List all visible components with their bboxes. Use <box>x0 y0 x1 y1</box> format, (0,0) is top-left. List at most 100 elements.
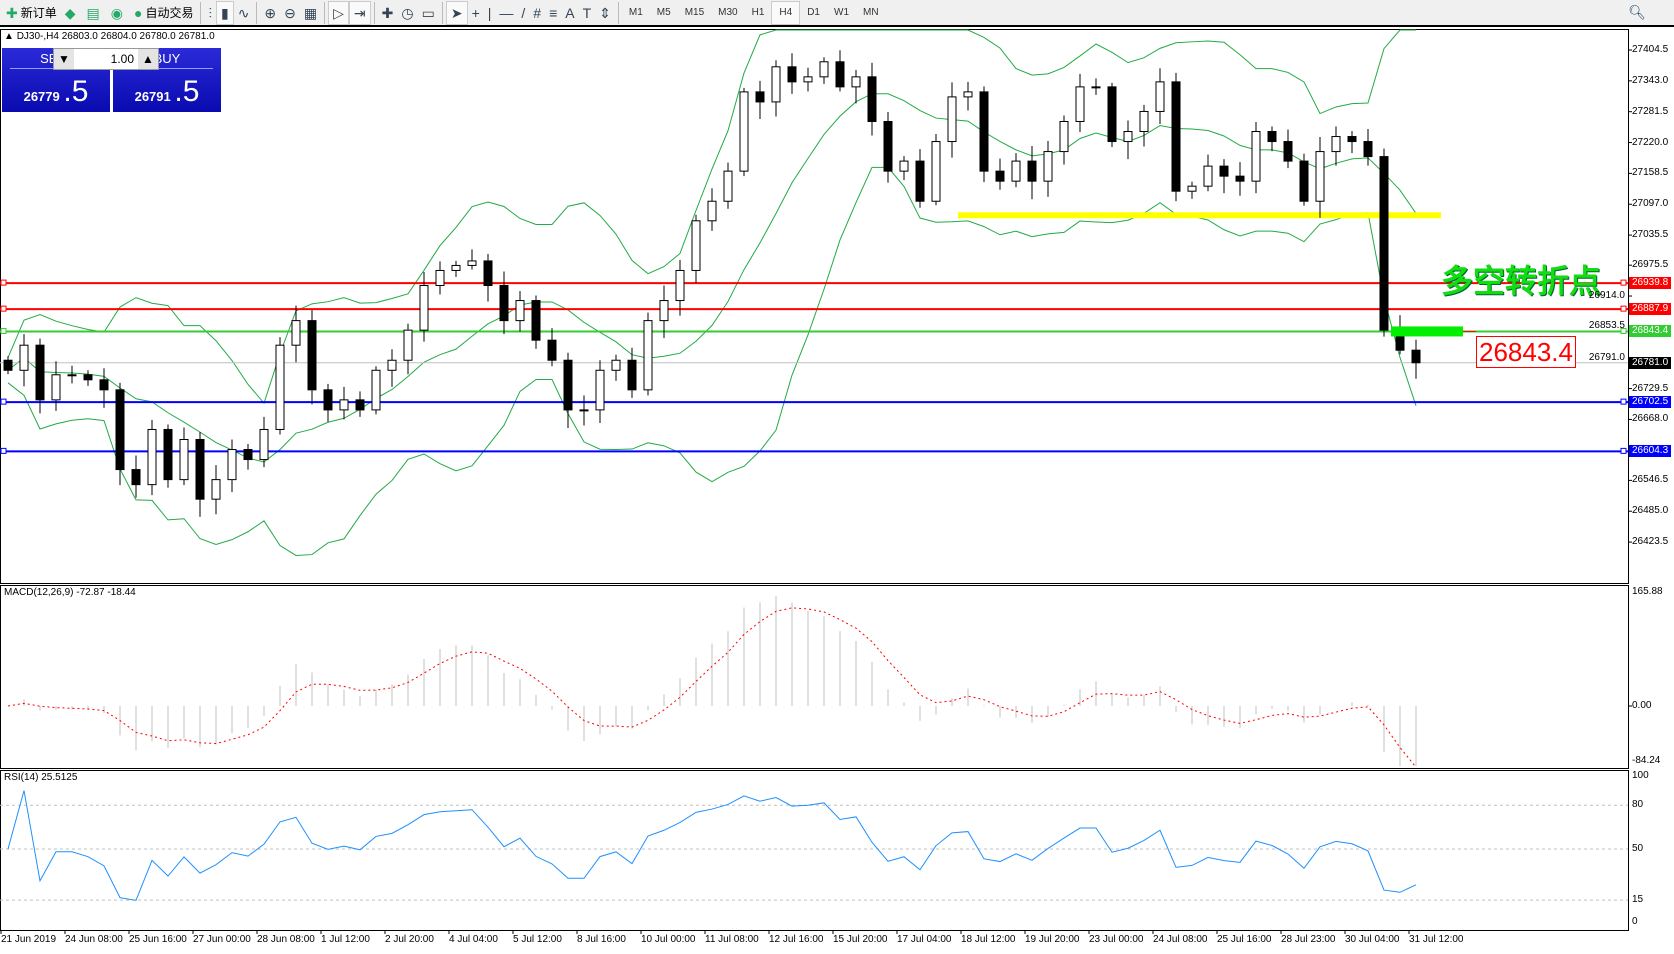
periods-button[interactable]: ◷ <box>397 1 417 25</box>
lot-decrease-button[interactable]: ▼ <box>54 49 74 69</box>
price-axis-label: 27158.5 <box>1632 167 1669 179</box>
trendline-icon: / <box>521 4 526 21</box>
line-chart-button[interactable]: ∿ <box>234 1 254 25</box>
candle-body <box>1235 175 1245 182</box>
trendline-button[interactable]: / <box>517 1 529 25</box>
timeframe-h1[interactable]: H1 <box>751 7 765 18</box>
candlestick-button[interactable]: ▮ <box>215 0 234 25</box>
candle-body <box>291 320 301 346</box>
candle-body <box>1203 165 1213 187</box>
candle-body <box>851 76 861 88</box>
chart-shift-button[interactable]: ⇥ <box>348 0 371 25</box>
candle-body <box>355 399 365 411</box>
timeframe-m1[interactable]: M1 <box>628 7 643 18</box>
crosshair-button[interactable]: + <box>468 1 484 25</box>
horizontal-line-button[interactable]: — <box>495 1 517 25</box>
candle-body <box>83 374 93 381</box>
zoom-out-button[interactable]: ⊖ <box>280 1 300 25</box>
annotation-text: 多空转折点 <box>1441 262 1602 300</box>
zoom-out-icon: ⊖ <box>284 4 296 21</box>
candle-body <box>1187 185 1197 192</box>
separator <box>617 1 619 24</box>
timeframe-m15[interactable]: M15 <box>684 7 705 18</box>
arrows-icon: ⇕ <box>599 4 611 21</box>
candle-body <box>1107 86 1117 143</box>
auto-trading-icon: ● <box>133 4 143 21</box>
time-axis-label: 24 Jun 08:00 <box>65 934 123 945</box>
separator <box>441 1 443 24</box>
toolbar-signals-button[interactable]: ◉ <box>107 1 130 25</box>
price-axis-label: 26668.0 <box>1632 413 1669 425</box>
price-axis-label: 26423.5 <box>1632 536 1669 548</box>
time-axis-label: 24 Jul 08:00 <box>1153 934 1208 945</box>
candle-body <box>1411 349 1421 364</box>
candle-body <box>435 269 445 287</box>
tile-windows-icon: ▦ <box>303 4 318 21</box>
macd-axis-label: -84.24 <box>1632 755 1661 766</box>
time-axis-label: 25 Jun 16:00 <box>129 934 187 945</box>
lot-size-stepper[interactable]: ▼ 1.00 ▲ <box>53 48 159 70</box>
macd-signal-line <box>7 607 1417 768</box>
candle-body <box>819 61 829 78</box>
candle-body <box>739 91 749 172</box>
text-button[interactable]: A <box>561 1 578 25</box>
zoom-in-button[interactable]: ⊕ <box>260 1 280 25</box>
equidistant-channel-icon: # <box>533 4 542 21</box>
candle-body <box>131 469 141 486</box>
candle-body <box>1331 136 1341 153</box>
candle-body <box>275 344 285 430</box>
lot-increase-button[interactable]: ▲ <box>138 49 158 69</box>
cursor-button[interactable]: ➤ <box>445 0 468 25</box>
toolbar-history-center-button[interactable]: ◆ <box>61 1 83 25</box>
rsi-axis-label: 15 <box>1632 894 1644 906</box>
candle-body <box>67 374 77 377</box>
new-order-icon: ✚ <box>6 4 18 21</box>
time-axis-label: 1 Jul 12:00 <box>321 934 370 945</box>
search-icon[interactable]: 🔍︎ <box>1628 4 1646 20</box>
macd-pane-frame <box>0 585 1629 769</box>
lot-size-input[interactable]: 1.00 <box>74 49 138 69</box>
candle-body <box>691 220 701 271</box>
equidistant-channel-button[interactable]: # <box>529 1 545 25</box>
timeframe-m30[interactable]: M30 <box>718 7 738 18</box>
cursor-icon: ➤ <box>450 4 463 21</box>
toolbar-terminal-button[interactable]: ▤ <box>83 1 107 25</box>
candle-body <box>1139 110 1149 133</box>
price-axis-label: 27035.5 <box>1632 229 1669 241</box>
candle-body <box>579 409 589 412</box>
candle-body <box>259 428 269 461</box>
time-axis-label: 8 Jul 16:00 <box>577 934 626 945</box>
timeframe-m5[interactable]: M5 <box>656 7 671 18</box>
candle-body <box>867 76 877 122</box>
candle-body <box>1123 131 1133 143</box>
timeframe-d1[interactable]: D1 <box>807 7 820 18</box>
vertical-line-button[interactable]: | <box>484 1 496 25</box>
candle-body <box>1315 151 1325 202</box>
tile-windows-button[interactable]: ▦ <box>300 1 321 25</box>
timeframe-w1[interactable]: W1 <box>834 7 849 18</box>
timeframe-mn[interactable]: MN <box>863 7 879 18</box>
candle-body <box>675 269 685 302</box>
time-axis-label: 18 Jul 12:00 <box>961 934 1016 945</box>
horizontal-line-icon: — <box>499 4 514 21</box>
crosshair-icon: + <box>471 4 480 21</box>
toolbar-auto-trading-button[interactable]: ● 自动交易 <box>130 1 197 25</box>
candle-body <box>1155 81 1165 112</box>
bar-chart-button[interactable]: ⫶ <box>204 1 216 25</box>
arrows-button[interactable]: ⇕ <box>595 1 615 25</box>
time-axis-label: 2 Jul 20:00 <box>385 934 434 945</box>
auto-scroll-button[interactable]: ▷ <box>328 0 349 25</box>
candle-body <box>1299 160 1309 202</box>
candle-body <box>1043 151 1053 182</box>
text-label-button[interactable]: T <box>579 1 596 25</box>
indicators-button[interactable]: ✚ <box>378 1 398 25</box>
text-icon: A <box>565 4 575 21</box>
rsi-axis-label: 100 <box>1632 770 1649 781</box>
templates-button[interactable]: ▭ <box>418 1 439 25</box>
bollinger-middle-band <box>7 93 1417 463</box>
timeframe-h4[interactable]: H4 <box>771 0 801 25</box>
fibonacci-button[interactable]: ≡ <box>545 1 561 25</box>
toolbar-new-order-button[interactable]: ✚ 新订单 <box>2 1 61 25</box>
time-axis-label: 27 Jun 00:00 <box>193 934 251 945</box>
